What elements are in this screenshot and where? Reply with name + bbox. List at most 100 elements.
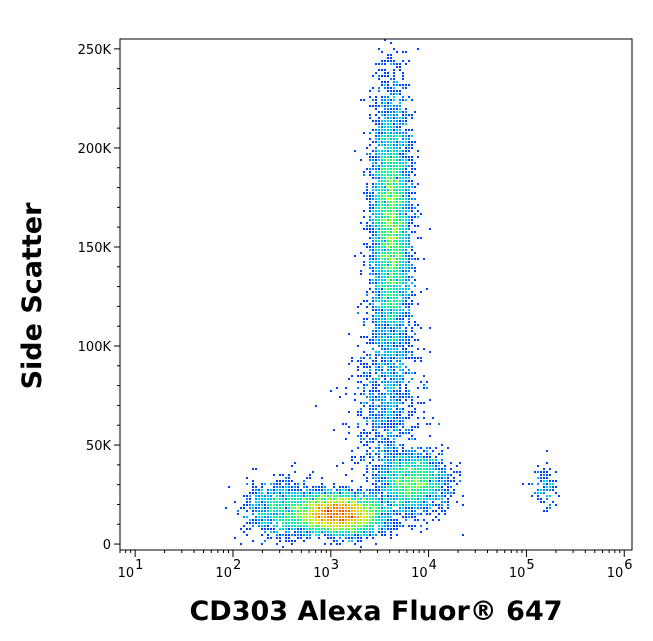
density-dot — [387, 336, 389, 338]
density-dot — [408, 432, 410, 434]
density-dot — [390, 228, 392, 230]
density-dot — [342, 501, 344, 503]
density-dot — [408, 147, 410, 149]
density-dot — [393, 264, 395, 266]
density-dot — [378, 165, 380, 167]
density-dot — [312, 495, 314, 497]
density-dot — [435, 489, 437, 491]
density-dot — [270, 489, 272, 491]
density-dot — [438, 465, 440, 467]
density-dot — [543, 477, 545, 479]
density-dot — [396, 180, 398, 182]
density-dot — [375, 318, 377, 320]
density-dot — [396, 309, 398, 311]
density-dot — [405, 111, 407, 113]
density-dot — [372, 489, 374, 491]
density-dot — [264, 507, 266, 509]
density-dot — [393, 291, 395, 293]
density-dot — [393, 468, 395, 470]
density-dot — [375, 120, 377, 122]
density-dot — [399, 369, 401, 371]
density-dot — [405, 231, 407, 233]
density-dot — [381, 126, 383, 128]
density-dot — [372, 249, 374, 251]
density-dot — [285, 483, 287, 485]
density-dot — [390, 345, 392, 347]
density-dot — [405, 480, 407, 482]
density-dot — [264, 513, 266, 515]
density-dot — [393, 303, 395, 305]
density-dot — [291, 498, 293, 500]
density-dot — [372, 186, 374, 188]
density-dot — [381, 411, 383, 413]
density-dot — [387, 459, 389, 461]
density-dot — [393, 429, 395, 431]
density-dot — [390, 207, 392, 209]
density-dot — [366, 342, 368, 344]
density-dot — [432, 504, 434, 506]
density-dot — [423, 456, 425, 458]
density-dot — [417, 453, 419, 455]
density-dot — [405, 150, 407, 152]
density-dot — [312, 513, 314, 515]
density-dot — [546, 462, 548, 464]
density-dot — [327, 528, 329, 530]
density-dot — [393, 423, 395, 425]
density-dot — [402, 324, 404, 326]
density-dot — [345, 519, 347, 521]
density-dot — [405, 240, 407, 242]
density-dot — [339, 513, 341, 515]
density-dot — [399, 435, 401, 437]
density-dot — [393, 294, 395, 296]
density-dot — [393, 120, 395, 122]
density-dot — [396, 522, 398, 524]
density-dot — [330, 513, 332, 515]
density-dot — [375, 321, 377, 323]
density-dot — [300, 501, 302, 503]
density-dot — [363, 504, 365, 506]
density-dot — [240, 528, 242, 530]
density-dot — [426, 459, 428, 461]
density-dot — [429, 504, 431, 506]
density-dot — [399, 315, 401, 317]
density-dot — [408, 417, 410, 419]
density-dot — [363, 336, 365, 338]
density-dot — [375, 246, 377, 248]
density-dot — [246, 483, 248, 485]
density-dot — [417, 210, 419, 212]
density-dot — [426, 495, 428, 497]
density-dot — [396, 429, 398, 431]
density-dot — [384, 426, 386, 428]
density-dot — [303, 498, 305, 500]
density-dot — [321, 495, 323, 497]
density-dot — [414, 294, 416, 296]
density-dot — [387, 96, 389, 98]
density-dot — [375, 390, 377, 392]
x-tick-label-exponent: 5 — [526, 558, 534, 573]
density-dot — [372, 471, 374, 473]
density-dot — [372, 504, 374, 506]
density-dot — [375, 504, 377, 506]
density-dot — [384, 228, 386, 230]
density-dot — [372, 429, 374, 431]
density-dot — [243, 495, 245, 497]
density-dot — [390, 150, 392, 152]
density-dot — [327, 531, 329, 533]
density-dot — [330, 528, 332, 530]
density-dot — [312, 489, 314, 491]
density-dot — [441, 480, 443, 482]
density-dot — [384, 87, 386, 89]
density-dot — [549, 474, 551, 476]
density-dot — [429, 480, 431, 482]
density-dot — [369, 249, 371, 251]
density-dot — [372, 498, 374, 500]
density-dot — [363, 444, 365, 446]
density-dot — [297, 516, 299, 518]
density-dot — [351, 507, 353, 509]
density-dot — [363, 243, 365, 245]
density-dot — [408, 150, 410, 152]
density-dot — [399, 417, 401, 419]
density-dot — [549, 480, 551, 482]
density-dot — [405, 495, 407, 497]
density-dot — [546, 474, 548, 476]
